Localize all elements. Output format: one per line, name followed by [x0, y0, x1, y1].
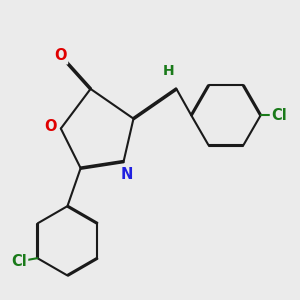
Text: N: N — [121, 167, 133, 182]
Text: O: O — [45, 119, 57, 134]
Text: H: H — [162, 64, 174, 78]
Text: O: O — [55, 48, 67, 63]
Text: Cl: Cl — [271, 108, 287, 123]
Text: Cl: Cl — [11, 254, 27, 269]
